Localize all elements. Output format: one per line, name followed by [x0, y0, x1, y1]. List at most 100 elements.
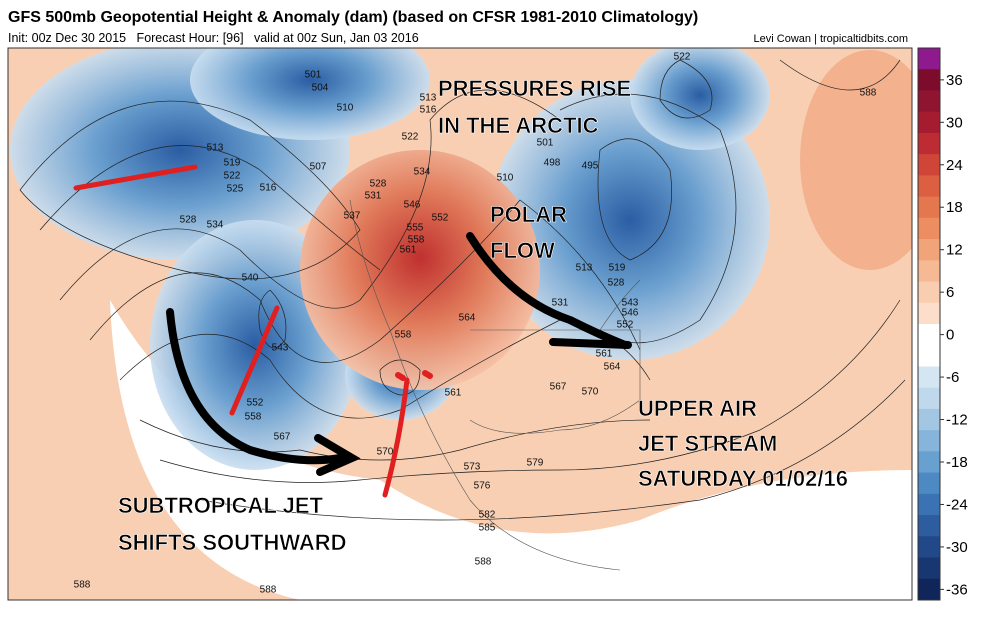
contour-label: 519 — [224, 158, 241, 169]
contour-label: 498 — [544, 158, 561, 169]
contour-label: 546 — [404, 200, 421, 211]
contour-label: 543 — [622, 298, 639, 309]
annotation: FLOW — [490, 238, 555, 263]
coastlines — [349, 199, 641, 571]
colorbar-swatch — [918, 154, 940, 176]
contour-label: 522 — [402, 132, 419, 143]
contour-label: 528 — [180, 215, 197, 226]
colorbar-swatch — [918, 345, 940, 367]
colorbar-swatch — [918, 324, 940, 346]
contour-label: 534 — [414, 167, 431, 178]
arrows — [73, 164, 632, 498]
contour-label: 510 — [497, 173, 514, 184]
colorbar-swatch — [918, 451, 940, 474]
contour-label: 555 — [407, 223, 424, 234]
colorbar-swatch — [918, 260, 940, 283]
contour-label: 564 — [604, 362, 621, 373]
colorbar-swatch — [918, 196, 940, 219]
contour-label: 585 — [479, 523, 496, 534]
colorbar: 36 30 24 18 12 6 0 -6 -12 -18 -24 -30 -36 — [917, 47, 968, 601]
contour-label: 570 — [582, 387, 599, 398]
map-frame — [7, 47, 913, 601]
contour-label: 543 — [272, 343, 289, 354]
colorbar-swatch — [918, 132, 940, 155]
contour-label: 537 — [344, 211, 361, 222]
contour-label: 516 — [260, 183, 277, 194]
colorbar-swatch — [918, 281, 940, 304]
contour-label: 510 — [337, 103, 354, 114]
colorbar-label: 24 — [946, 157, 963, 174]
colorbar-label: -12 — [946, 412, 968, 429]
contour-label: 558 — [408, 235, 425, 246]
contour-label: 561 — [596, 349, 613, 360]
contour-label: 531 — [552, 298, 569, 309]
contour-label: 552 — [432, 213, 449, 224]
contour-label: 495 — [582, 161, 599, 172]
annotation: POLAR — [490, 202, 567, 227]
init-line: Init: 00z Dec 30 2015 Forecast Hour: [96… — [8, 31, 419, 45]
contour-label: 558 — [395, 330, 412, 341]
colorbar-swatch — [918, 578, 940, 601]
contour-label: 516 — [420, 105, 437, 116]
colorbar-swatch — [918, 48, 940, 70]
annotation: PRESSURES RISE — [438, 76, 631, 101]
contour-label: 588 — [260, 585, 277, 596]
colorbar-label: -36 — [946, 581, 968, 598]
colorbar-swatch — [918, 408, 940, 431]
contour-label: 588 — [860, 88, 877, 99]
colorbar-label: 12 — [946, 242, 963, 259]
contour-label: 540 — [242, 273, 259, 284]
contour-label: 570 — [377, 447, 394, 458]
annotation: IN THE ARCTIC — [438, 113, 599, 138]
white-area — [600, 470, 912, 600]
contour-label: 588 — [74, 580, 91, 591]
colorbar-swatch — [918, 217, 940, 240]
contour-label: 534 — [207, 220, 224, 231]
colorbar-label: -30 — [946, 539, 968, 556]
colorbar-label: -24 — [946, 496, 968, 513]
contour-label: 522 — [224, 171, 241, 182]
trough — [630, 48, 770, 150]
colorbar-swatch — [918, 515, 940, 537]
colorbar-swatch — [918, 366, 940, 389]
contour-label: 531 — [365, 191, 382, 202]
contour-label: 552 — [617, 320, 634, 331]
annotation: SHIFTS SOUTHWARD — [118, 530, 347, 555]
ridge — [300, 150, 540, 390]
colorbar-frame — [917, 47, 941, 601]
colorbar-swatch — [918, 472, 940, 495]
contour-label: 528 — [608, 278, 625, 289]
contour-label: 573 — [464, 462, 481, 473]
colorbar-label: 0 — [946, 327, 954, 344]
contour-label: 552 — [247, 398, 264, 409]
annotation: SATURDAY 01/02/16 — [638, 466, 848, 491]
colorbar-swatch — [918, 239, 940, 261]
credit: Levi Cowan | tropicaltidbits.com — [754, 33, 908, 45]
contour-label: 558 — [245, 412, 262, 423]
contour-label: 564 — [459, 313, 476, 324]
contour-label: 513 — [207, 143, 224, 154]
contour-label: 588 — [475, 557, 492, 568]
colorbar-label: -18 — [946, 454, 968, 471]
ridge — [800, 50, 912, 270]
colorbar-swatch — [918, 493, 940, 516]
white-area — [110, 300, 663, 600]
contour-label: 561 — [445, 388, 462, 399]
colorbar-swatch — [918, 557, 940, 580]
contour-label: 501 — [537, 138, 554, 149]
contour-label: 507 — [310, 162, 327, 173]
annotation: JET STREAM — [638, 431, 777, 456]
annotation: SUBTROPICAL JET — [118, 493, 324, 518]
contour-label: 522 — [674, 52, 691, 63]
colorbar-swatch — [918, 430, 940, 452]
contour-label: 579 — [527, 458, 544, 469]
colorbar-label: 30 — [946, 114, 963, 131]
contour-label: 504 — [312, 83, 329, 94]
contour-label: 525 — [227, 184, 244, 195]
trough — [190, 48, 430, 140]
contours — [19, 59, 906, 521]
contour-label: 561 — [400, 245, 417, 256]
